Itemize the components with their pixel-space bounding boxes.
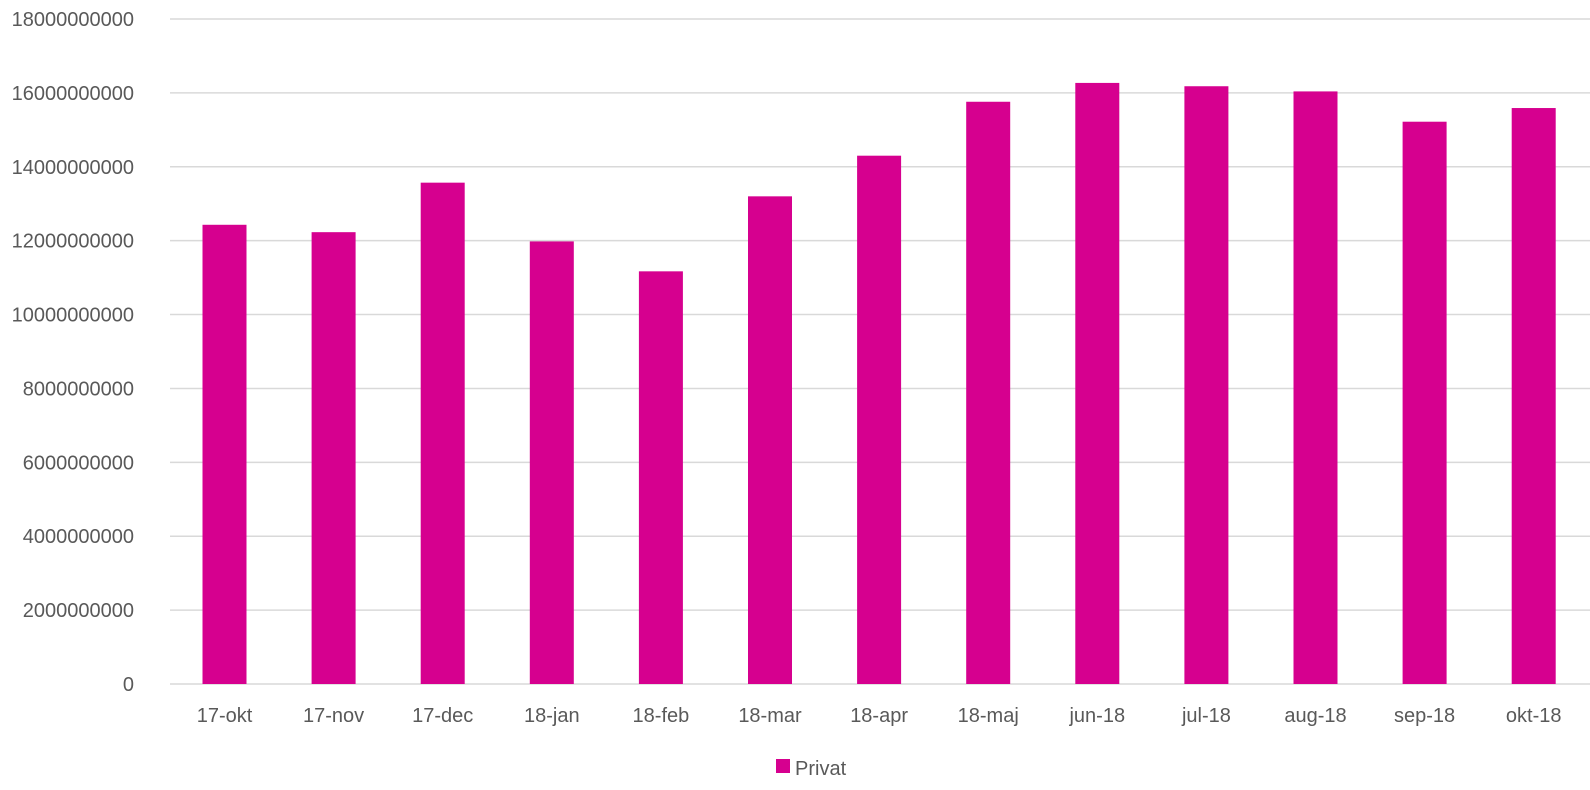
bars: [202, 82, 1556, 685]
x-tick-label: jul-18: [1181, 705, 1231, 727]
y-tick-label: 4000000000: [23, 526, 134, 548]
x-tick-label: 17-nov: [303, 705, 364, 727]
x-tick-label: sep-18: [1394, 705, 1455, 727]
x-tick-label: aug-18: [1284, 705, 1346, 727]
legend: Privat: [776, 758, 847, 780]
y-axis-ticks: 0 2000000000 4000000000 6000000000 800000000…: [12, 9, 134, 696]
bar-18-apr: [857, 155, 902, 684]
bar-18-maj: [966, 101, 1011, 684]
bar-17-nov: [311, 232, 356, 685]
y-tick-label: 16000000000: [12, 83, 134, 105]
x-axis-ticks: 17-okt 17-nov 17-dec 18-jan 18-feb 18-mar 18-a…: [197, 705, 1562, 727]
y-tick-label: 10000000000: [12, 305, 134, 327]
x-tick-label: 17-okt: [197, 705, 253, 727]
x-tick-label: jun-18: [1068, 705, 1125, 727]
y-tick-label: 12000000000: [12, 231, 134, 253]
x-tick-label: 18-jan: [524, 705, 580, 727]
bar-18-feb: [638, 271, 683, 684]
x-tick-label: 18-feb: [633, 705, 690, 727]
bar-17-okt: [202, 224, 247, 684]
bar-17-dec: [420, 182, 465, 685]
y-tick-label: 18000000000: [12, 9, 134, 31]
y-tick-label: 2000000000: [23, 600, 134, 622]
legend-swatch-privat: [776, 759, 790, 773]
x-tick-label: 18-apr: [850, 705, 908, 727]
y-tick-label: 6000000000: [23, 452, 134, 474]
x-tick-label: 18-maj: [958, 705, 1019, 727]
x-tick-label: okt-18: [1506, 705, 1562, 727]
y-tick-label: 14000000000: [12, 157, 134, 179]
bar-18-mar: [748, 196, 792, 685]
bar-jul-18: [1184, 86, 1229, 684]
bar-18-jan: [529, 241, 574, 684]
bar-jun-18: [1075, 82, 1120, 685]
bar-okt-18: [1511, 108, 1556, 684]
y-tick-label: 8000000000: [23, 378, 134, 400]
x-tick-label: 17-dec: [412, 705, 473, 727]
bar-sep-18: [1402, 121, 1447, 684]
legend-label-privat: Privat: [795, 758, 847, 780]
y-tick-label: 0: [123, 674, 134, 696]
bar-aug-18: [1293, 91, 1338, 684]
x-tick-label: 18-mar: [738, 705, 802, 727]
